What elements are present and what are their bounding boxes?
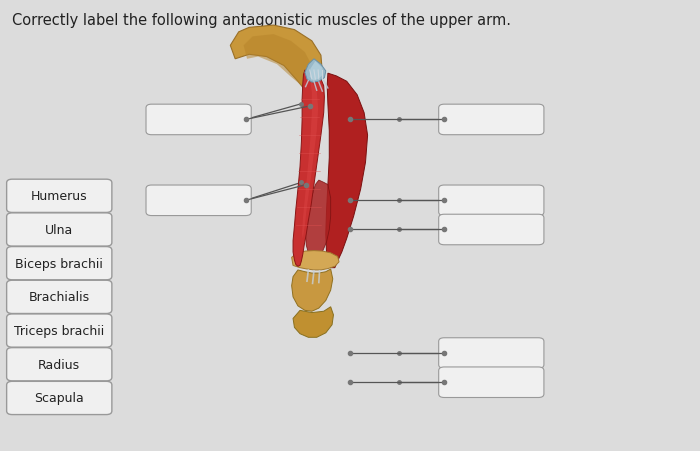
FancyBboxPatch shape — [6, 314, 112, 347]
Polygon shape — [306, 181, 330, 259]
Text: Triceps brachii: Triceps brachii — [14, 324, 104, 337]
FancyBboxPatch shape — [6, 180, 112, 213]
Polygon shape — [292, 269, 332, 312]
Text: Scapula: Scapula — [34, 391, 84, 405]
FancyBboxPatch shape — [6, 382, 112, 414]
Polygon shape — [293, 307, 333, 337]
Text: Brachialis: Brachialis — [29, 291, 90, 304]
FancyBboxPatch shape — [439, 105, 544, 135]
Text: Biceps brachii: Biceps brachii — [15, 257, 103, 270]
Polygon shape — [302, 82, 318, 239]
Text: Humerus: Humerus — [31, 190, 88, 203]
Text: Radius: Radius — [38, 358, 80, 371]
FancyBboxPatch shape — [439, 186, 544, 216]
FancyBboxPatch shape — [6, 348, 112, 381]
FancyBboxPatch shape — [439, 338, 544, 368]
FancyBboxPatch shape — [6, 281, 112, 314]
FancyBboxPatch shape — [439, 367, 544, 398]
Polygon shape — [292, 251, 339, 270]
FancyBboxPatch shape — [439, 215, 544, 245]
Text: Correctly label the following antagonistic muscles of the upper arm.: Correctly label the following antagonist… — [12, 13, 511, 28]
Polygon shape — [293, 71, 324, 267]
Polygon shape — [244, 35, 312, 87]
FancyBboxPatch shape — [146, 186, 251, 216]
Polygon shape — [310, 62, 323, 81]
FancyBboxPatch shape — [6, 247, 112, 280]
Polygon shape — [305, 60, 326, 83]
FancyBboxPatch shape — [6, 213, 112, 247]
Polygon shape — [326, 74, 368, 268]
Polygon shape — [230, 26, 322, 93]
FancyBboxPatch shape — [146, 105, 251, 135]
Text: Ulna: Ulna — [45, 224, 74, 236]
